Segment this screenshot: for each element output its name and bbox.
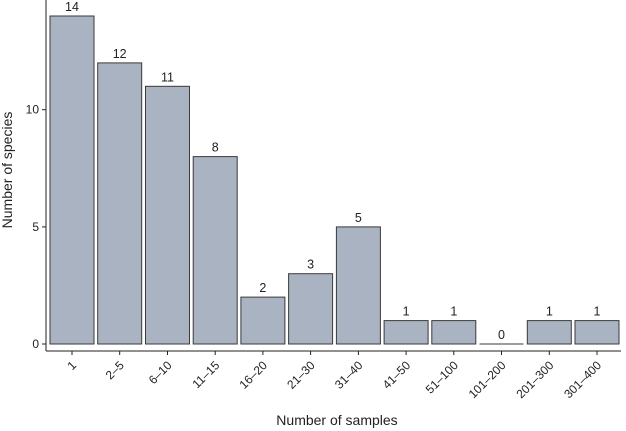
bars-group	[49, 15, 620, 345]
x-tick-label: 21–30	[284, 358, 318, 392]
bar	[431, 320, 477, 345]
x-tick-label: 31–40	[332, 358, 366, 392]
x-tick-label: 201–300	[513, 358, 556, 401]
bar-value-label: 1	[450, 305, 457, 319]
x-tick-label: 6–10	[146, 358, 175, 387]
bar-value-label: 3	[307, 258, 314, 272]
x-tick-label: 11–15	[189, 358, 222, 391]
y-tick-label: 5	[32, 220, 39, 234]
x-ticks-group: 1 2–5 6–10 11–15 16–20 21–30 31–40 41–50 51–100 1…	[64, 351, 604, 401]
bar-value-label: 2	[259, 281, 266, 295]
bar-value-label: 1	[594, 305, 601, 319]
bar-value-label: 1	[546, 305, 553, 319]
bar-value-label: 5	[355, 211, 362, 225]
bar	[192, 156, 238, 345]
bar	[335, 226, 381, 345]
bar	[526, 320, 572, 345]
bar	[240, 296, 286, 345]
y-axis-title: Number of species	[0, 112, 15, 229]
x-tick-label: 16–20	[237, 358, 271, 392]
x-tick-label: 1	[64, 358, 79, 373]
x-tick-label: 41–50	[380, 358, 414, 392]
bar-value-label: 1	[403, 305, 410, 319]
x-axis-title: Number of samples	[276, 412, 397, 428]
x-tick-label: 101–200	[466, 358, 509, 401]
bar-value-label: 11	[161, 70, 174, 84]
bar	[97, 62, 143, 345]
x-tick-label: 2–5	[103, 358, 127, 382]
y-ticks-group: 0 5 10	[26, 103, 46, 351]
x-tick-label: 51–100	[423, 358, 461, 396]
y-tick-label: 0	[32, 337, 39, 351]
bar	[288, 273, 334, 345]
bar-value-label: 0	[498, 328, 505, 342]
bar	[49, 15, 95, 345]
bar-value-label: 8	[212, 141, 219, 155]
y-tick-label: 10	[26, 103, 40, 117]
x-tick-label: 301–400	[561, 358, 604, 401]
bar	[145, 85, 190, 345]
bar-value-label: 12	[113, 47, 127, 61]
bar	[383, 320, 429, 345]
bar	[574, 320, 620, 345]
bar-value-label: 14	[65, 0, 79, 14]
